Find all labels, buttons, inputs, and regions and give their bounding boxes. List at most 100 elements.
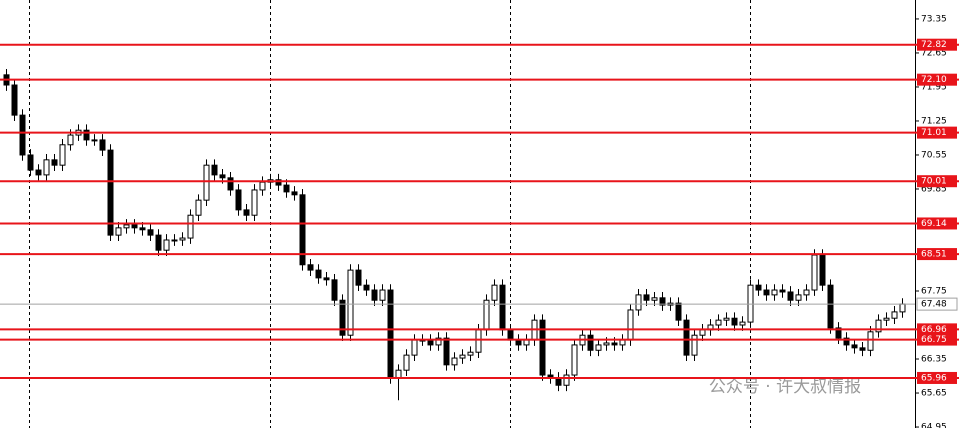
candle-body <box>843 337 850 346</box>
candle-body <box>851 344 858 349</box>
candle-body <box>155 234 162 251</box>
candle-body <box>883 317 890 321</box>
candle-body <box>259 181 266 191</box>
level-box <box>917 73 957 86</box>
candle-body <box>651 297 658 301</box>
candle-body <box>819 254 826 286</box>
candle-body <box>771 289 778 296</box>
candle-body <box>699 329 706 336</box>
y-tick-label: 64.95 <box>921 423 947 428</box>
candle-body <box>595 344 602 351</box>
candle-body <box>715 319 722 326</box>
candle-body <box>123 224 130 229</box>
candle-body <box>723 317 730 321</box>
candle-body <box>27 154 34 171</box>
watermark: 公众号 · 许大叔情报 <box>709 377 861 397</box>
candle-body <box>243 209 250 216</box>
candle-body <box>35 169 42 176</box>
level-box <box>917 371 957 384</box>
candle-body <box>451 357 458 366</box>
candle-body <box>291 191 298 196</box>
candle-body <box>251 189 258 216</box>
candle-body <box>131 224 138 229</box>
candle-body <box>203 164 210 201</box>
candle-body <box>627 309 634 341</box>
current-price-label: 67.48 <box>921 300 947 310</box>
candle-body <box>355 269 362 286</box>
candle-body <box>363 284 370 291</box>
candle-body <box>315 269 322 279</box>
candle-body <box>875 319 882 333</box>
candle-body <box>403 354 410 371</box>
candle-body <box>211 164 218 176</box>
candle-body <box>507 329 514 341</box>
level-box <box>917 323 957 336</box>
level-box <box>917 217 957 230</box>
level-box <box>917 38 957 51</box>
candle-body <box>339 299 346 336</box>
candle-body <box>195 199 202 216</box>
candle-body <box>299 194 306 266</box>
y-tick-label: 72.65 <box>921 48 947 58</box>
y-tick-label: 71.95 <box>921 82 947 92</box>
level-box <box>917 248 957 261</box>
candle-body <box>43 159 50 176</box>
candle-body <box>691 334 698 356</box>
candle-body <box>603 342 610 346</box>
candle-body <box>619 339 626 346</box>
candle-body <box>115 227 122 236</box>
candle-body <box>371 289 378 301</box>
candle-body <box>755 284 762 291</box>
y-tick-label: 65.65 <box>921 389 947 399</box>
candle-body <box>379 289 386 301</box>
candle-body <box>347 269 354 336</box>
candle-body <box>275 179 282 186</box>
candle-body <box>51 159 58 166</box>
candle-body <box>83 129 90 141</box>
candle-body <box>563 374 570 386</box>
candle-body <box>187 214 194 239</box>
candle-body <box>555 377 562 386</box>
level-label: 65.96 <box>921 373 947 383</box>
level-box <box>917 126 957 139</box>
level-box <box>917 333 957 346</box>
candle-body <box>779 289 786 293</box>
candle-body <box>611 342 618 346</box>
candle-body <box>395 369 402 379</box>
candle-body <box>787 291 794 301</box>
candle-body <box>539 319 546 376</box>
candle-body <box>307 264 314 271</box>
candle-body <box>643 294 650 301</box>
candle-body <box>147 229 154 236</box>
level-label: 69.14 <box>921 219 947 229</box>
candle-body <box>683 319 690 356</box>
candle-body <box>523 339 530 346</box>
candle-body <box>411 339 418 356</box>
candle-body <box>139 227 146 231</box>
candle-body <box>483 299 490 331</box>
candle-body <box>899 303 906 313</box>
candle-body <box>475 329 482 353</box>
candle-body <box>571 344 578 376</box>
candle-body <box>459 354 466 359</box>
candle-body <box>587 334 594 351</box>
candle-body <box>235 189 242 211</box>
candle-body <box>427 339 434 346</box>
candle-body <box>835 327 842 339</box>
level-label: 68.51 <box>921 250 947 260</box>
candle-body <box>675 302 682 321</box>
candle-body <box>491 284 498 301</box>
level-label: 66.75 <box>921 335 947 345</box>
candle-body <box>435 337 442 346</box>
candle-body <box>891 311 898 319</box>
candle-body <box>803 289 810 296</box>
candle-body <box>499 284 506 331</box>
candle-body <box>763 289 770 296</box>
candle-body <box>795 294 802 301</box>
candle-body <box>635 294 642 311</box>
candle-body <box>731 317 738 326</box>
candle-body <box>59 144 66 166</box>
level-box <box>917 175 957 188</box>
time-grid <box>29 0 751 428</box>
candle-body <box>387 289 394 379</box>
